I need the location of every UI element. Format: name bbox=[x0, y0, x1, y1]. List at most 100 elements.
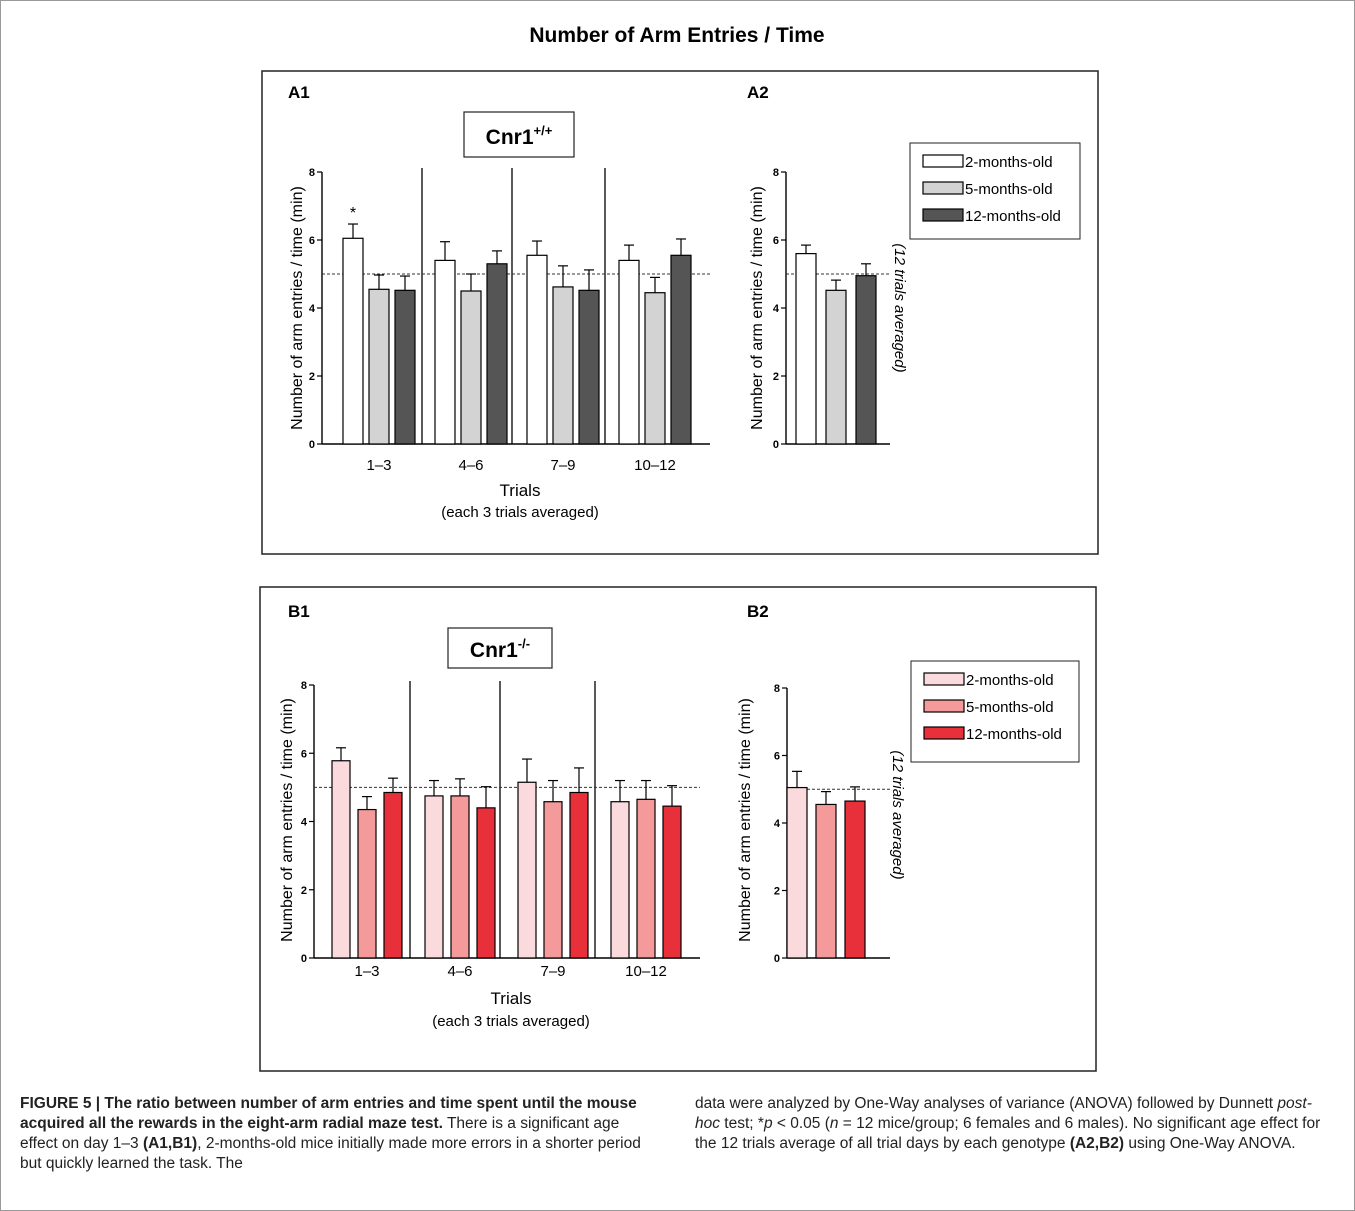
bar-b1 bbox=[450, 795, 470, 959]
caption-right-text-5: using One-Way ANOVA. bbox=[1124, 1135, 1296, 1152]
y-tick-label-b1: 4 bbox=[301, 817, 308, 829]
panel-a-frame bbox=[261, 70, 1099, 555]
y-tick-label-a2: 0 bbox=[773, 439, 779, 451]
bar-a1 bbox=[670, 254, 692, 445]
legend-label-a2: 5-months-old bbox=[965, 181, 1053, 198]
panel-label-b2: B2 bbox=[747, 602, 769, 621]
bar-b1 bbox=[517, 781, 537, 959]
bar-b2 bbox=[786, 786, 808, 959]
legend-label-b2: 12-months-old bbox=[966, 726, 1062, 743]
y-tick-label-a2: 2 bbox=[773, 371, 779, 383]
caption-right-text-4: = 12 mice/group; 6 females and 6 males).… bbox=[695, 1115, 1321, 1152]
caption-right-text-1: data were analyzed by One-Way analyses o… bbox=[695, 1095, 1278, 1112]
bar-b1 bbox=[610, 801, 630, 959]
bar-a1 bbox=[434, 259, 456, 445]
legend-swatch-b2 bbox=[923, 699, 965, 713]
caption-right-italic-p: p bbox=[763, 1115, 773, 1132]
x-tick-label-b1: 10–12 bbox=[625, 963, 667, 980]
x-axis-label-a1: Trials bbox=[500, 481, 541, 500]
y-axis-label-a1: Number of arm entries / time (min) bbox=[289, 186, 306, 430]
side-note-a2: (12 trials averaged) bbox=[891, 243, 908, 372]
caption-right-ref: (A2,B2) bbox=[1069, 1135, 1125, 1152]
bar-b1 bbox=[331, 760, 351, 959]
y-tick-label-b2: 0 bbox=[774, 953, 780, 965]
legend-label-a2: 12-months-old bbox=[965, 208, 1061, 225]
x-tick-label-b1: 1–3 bbox=[354, 963, 379, 980]
y-tick-label-b1: 2 bbox=[301, 885, 307, 897]
figure-title: Number of Arm Entries / Time bbox=[529, 24, 824, 47]
genotype-box-b bbox=[447, 627, 553, 669]
x-tick-label-a1: 10–12 bbox=[634, 457, 676, 474]
y-tick-label-a1: 8 bbox=[309, 167, 315, 179]
x-tick-label-b1: 4–6 bbox=[447, 963, 472, 980]
legend-swatch-b2 bbox=[923, 726, 965, 740]
y-tick-label-a1: 4 bbox=[309, 303, 316, 315]
legend-label-a2: 2-months-old bbox=[965, 154, 1053, 171]
panel-label-a1: A1 bbox=[288, 83, 310, 102]
bar-a2 bbox=[795, 253, 817, 445]
legend-swatch-a2 bbox=[922, 154, 964, 168]
bar-a1 bbox=[552, 286, 574, 445]
genotype-box-a bbox=[463, 111, 575, 158]
y-tick-label-b1: 0 bbox=[301, 953, 307, 965]
y-tick-label-a2: 4 bbox=[773, 303, 780, 315]
genotype-sup-a: +/+ bbox=[534, 123, 553, 138]
y-tick-label-a1: 6 bbox=[309, 235, 315, 247]
bar-b1 bbox=[424, 795, 444, 959]
panel-label-a2: A2 bbox=[747, 83, 769, 102]
genotype-main-a: Cnr1 bbox=[486, 126, 534, 149]
bar-b1 bbox=[357, 808, 377, 959]
genotype-sup-b: -/- bbox=[518, 636, 530, 651]
bar-a1 bbox=[644, 292, 666, 445]
chart-a2: 0 2 4 6 8 Number of arm entries / time (min) (… bbox=[749, 142, 1081, 451]
caption-left-text-1: There is a significant age effect on day… bbox=[20, 1115, 620, 1152]
y-axis-label-b1: Number of arm entries / time (min) bbox=[279, 698, 296, 942]
x-tick-label-b1: 7–9 bbox=[540, 963, 565, 980]
bar-a1 bbox=[368, 288, 390, 445]
y-tick-label-a1: 0 bbox=[309, 439, 315, 451]
side-note-b2: (12 trials averaged) bbox=[889, 750, 906, 879]
legend-swatch-a2 bbox=[922, 181, 964, 195]
caption-right-text-2: test; * bbox=[720, 1115, 764, 1132]
y-tick-label-a2: 8 bbox=[773, 167, 779, 179]
bar-b1 bbox=[543, 801, 563, 959]
caption-left-ref-1: (A1,B1) bbox=[142, 1135, 198, 1152]
panel-b-frame bbox=[259, 586, 1097, 1072]
x-axis-label-b1: Trials bbox=[491, 989, 532, 1008]
bar-a2 bbox=[855, 275, 877, 445]
bar-b1 bbox=[476, 807, 496, 959]
bar-a1 bbox=[460, 290, 482, 445]
bar-a1 bbox=[394, 289, 416, 445]
y-tick-label-b1: 6 bbox=[301, 748, 307, 760]
bar-b2 bbox=[844, 800, 866, 959]
figure-caption: FIGURE 5 | The ratio between number of a… bbox=[20, 1094, 1335, 1204]
y-tick-label-a2: 6 bbox=[773, 235, 779, 247]
x-tick-label-a1: 7–9 bbox=[550, 457, 575, 474]
bar-a1 bbox=[342, 237, 364, 445]
bar-a1 bbox=[578, 289, 600, 445]
x-axis-sublabel-b1: (each 3 trials averaged) bbox=[432, 1013, 590, 1030]
y-tick-label-a1: 2 bbox=[309, 371, 315, 383]
legend-swatch-b2 bbox=[923, 672, 965, 686]
caption-right-italic-n: n bbox=[829, 1115, 839, 1132]
x-tick-label-a1: 1–3 bbox=[366, 457, 391, 474]
bar-a1 bbox=[526, 254, 548, 445]
y-tick-label-b2: 4 bbox=[774, 818, 781, 830]
genotype-main-b: Cnr1 bbox=[470, 639, 518, 662]
caption-right-text-3: < 0.05 ( bbox=[772, 1115, 830, 1132]
caption-left-column: FIGURE 5 | The ratio between number of a… bbox=[20, 1094, 660, 1204]
legend-swatch-a2 bbox=[922, 208, 964, 222]
x-axis-sublabel-a1: (each 3 trials averaged) bbox=[441, 504, 599, 521]
legend-label-b2: 2-months-old bbox=[966, 672, 1054, 689]
bar-b1 bbox=[636, 798, 656, 959]
genotype-label-a: Cnr1+/+ bbox=[486, 123, 553, 149]
caption-bold-title: FIGURE 5 | The ratio between number of a… bbox=[20, 1095, 637, 1132]
y-tick-label-b1: 8 bbox=[301, 680, 307, 692]
caption-right-column: data were analyzed by One-Way analyses o… bbox=[695, 1094, 1335, 1204]
bar-a1 bbox=[486, 263, 508, 445]
chart-b1: 0 2 4 6 8 Number of arm entries / time (min) 1… bbox=[279, 680, 700, 1030]
x-tick-label-a1: 4–6 bbox=[458, 457, 483, 474]
bar-b1 bbox=[383, 791, 403, 959]
